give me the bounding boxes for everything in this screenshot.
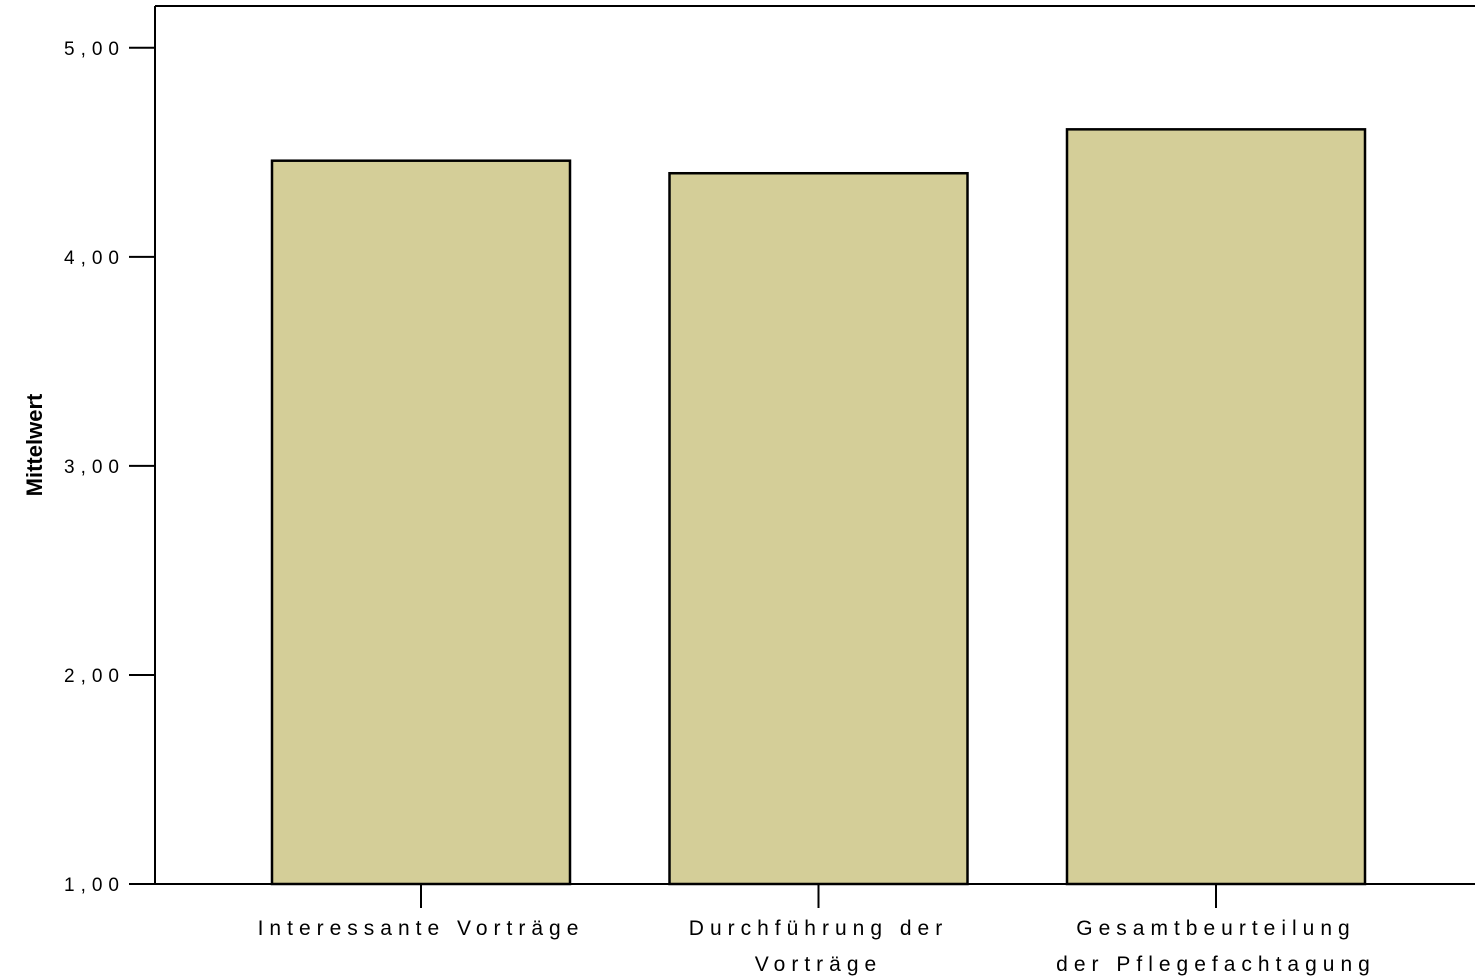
x-tick-label: Vorträge: [755, 953, 882, 976]
y-tick-label: 4,00: [64, 248, 125, 269]
x-tick-label: Gesamtbeurteilung: [1076, 917, 1355, 940]
y-tick-label: 3,00: [64, 457, 125, 478]
y-ticks: 1,00 2,00 3,00 4,00 5,00: [64, 39, 155, 896]
bar: [1065, 128, 1367, 886]
bar: [668, 171, 969, 886]
y-tick-label: 5,00: [64, 39, 125, 60]
y-tick-label: 2,00: [64, 666, 125, 687]
bars-layer: [270, 128, 1367, 886]
bar: [270, 159, 572, 886]
x-tick-label: Durchführung der: [689, 917, 948, 940]
y-axis-label: Mittelwert: [22, 393, 47, 496]
axes-layer: [154, 5, 1475, 885]
x-tick-label: der Pflegefachtagung: [1056, 953, 1376, 976]
y-tick-label: 1,00: [64, 875, 125, 896]
x-tick-label: Interessante Vorträge: [258, 917, 585, 940]
x-ticks: Interessante Vorträge Durchführung der Vor…: [258, 884, 1376, 976]
